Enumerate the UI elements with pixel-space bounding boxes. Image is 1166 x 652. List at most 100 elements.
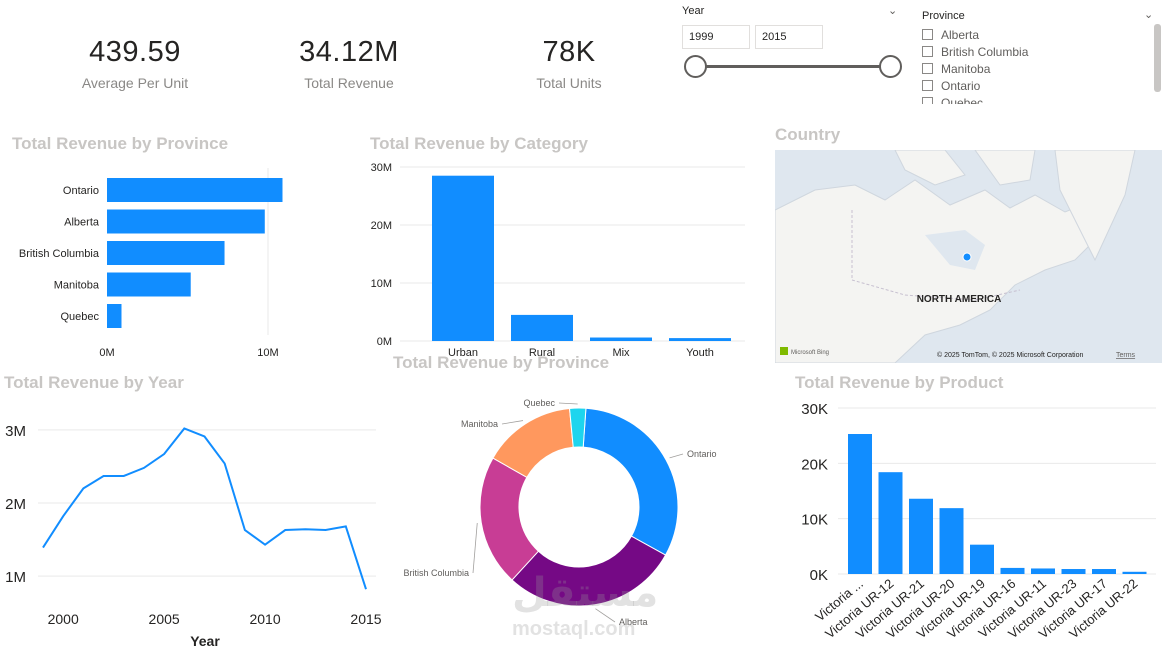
checkbox[interactable] [922, 97, 933, 104]
chevron-down-icon[interactable]: ⌄ [1144, 9, 1154, 21]
province-donut-chart: Ontario Alberta British Columbia Manitoba Qu… [403, 398, 716, 627]
kpi-value: 34.12M [299, 36, 399, 68]
bar [1092, 569, 1116, 574]
kpi-label: Average Per Unit [81, 75, 189, 91]
land-mass [775, 179, 1106, 363]
bar [107, 178, 283, 202]
kpi-average-per-unit: 439.59 Average Per Unit [35, 36, 235, 91]
tick-label: 3M [5, 423, 26, 440]
tick-label: 10K [801, 512, 828, 529]
bar [590, 337, 652, 341]
tick-label: 0M [99, 347, 114, 359]
tick-label: 0K [810, 567, 828, 584]
province-option-list: Alberta British Columbia Manitoba Ontari… [922, 26, 1028, 104]
bar [107, 272, 191, 297]
year-slider-start-handle[interactable] [684, 55, 707, 78]
checkbox[interactable] [922, 80, 933, 91]
map-data-point[interactable] [962, 252, 972, 262]
tick-label: 2005 [149, 611, 180, 627]
bar [970, 544, 994, 574]
slice-label: British Columbia [403, 568, 469, 578]
map-visual[interactable]: NORTH AMERICA Microsoft Bing © 2025 TomT… [775, 150, 1162, 363]
bar [1031, 568, 1055, 574]
bing-logo-icon [780, 347, 788, 355]
tick-label: 30M [371, 162, 392, 174]
year-from-input[interactable]: 1999 [682, 25, 750, 49]
category-label: Mix [612, 347, 630, 359]
watermark-latin: mostaql.com [512, 618, 636, 640]
bar [909, 498, 933, 574]
bar [432, 175, 494, 341]
kpi-value: 439.59 [89, 36, 181, 68]
category-label: Alberta [64, 217, 100, 229]
leader-line [669, 453, 684, 459]
year-slider-track[interactable] [695, 65, 891, 68]
map-brand: Microsoft Bing [791, 350, 829, 356]
kpi-value: 78K [542, 36, 596, 68]
bar [107, 304, 122, 328]
tick-label: 0M [377, 336, 392, 348]
tick-label: 2015 [350, 611, 381, 627]
bar [107, 241, 225, 265]
bar [669, 338, 731, 341]
year-slicer-title: Year [682, 5, 705, 17]
chart-title: Total Revenue by Category [370, 134, 588, 153]
watermark-arabic: مستقل [512, 570, 659, 616]
province-slicer-title: Province [922, 10, 965, 22]
leader-line [595, 608, 616, 623]
map-region-label: NORTH AMERICA [917, 294, 1002, 305]
year-to-input[interactable]: 2015 [755, 25, 823, 49]
province-option[interactable]: Quebec [922, 94, 1028, 104]
year-slicer: Year ⌄ 1999 2015 [682, 0, 904, 90]
bar [1000, 567, 1025, 574]
province-option[interactable]: Ontario [922, 77, 1028, 94]
year-line-chart: 1M 2M 3M 2000 2005 2010 2015 Year [5, 423, 382, 649]
chart-title: Total Revenue by Year [4, 373, 184, 392]
checkbox[interactable] [922, 29, 933, 40]
province-option[interactable]: Manitoba [922, 60, 1028, 77]
year-slider-end-handle[interactable] [879, 55, 902, 78]
tick-label: 2M [5, 496, 26, 513]
map-background: NORTH AMERICA Microsoft Bing © 2025 TomT… [775, 150, 1136, 363]
tick-label: 1M [5, 569, 26, 586]
map-copyright: © 2025 TomTom, © 2025 Microsoft Corporat… [937, 351, 1083, 359]
checkbox[interactable] [922, 46, 933, 57]
category-bar-chart: 0M 10M 20M 30M Urban Rural Mix Youth [371, 162, 745, 359]
donut-slice [511, 535, 667, 607]
category-label: Youth [686, 347, 714, 359]
checkbox[interactable] [922, 63, 933, 74]
bar [1122, 571, 1147, 574]
category-label: Urban [448, 347, 478, 359]
bar [848, 434, 872, 574]
arctic-island [894, 150, 966, 186]
category-label: Quebec [60, 311, 99, 323]
bar [939, 508, 964, 574]
border-line [851, 279, 1021, 301]
tick-label: 30K [801, 401, 828, 418]
greenland [1054, 150, 1136, 262]
chart-title: Total Revenue by Province [12, 134, 229, 153]
leader-line [558, 402, 578, 405]
arctic-island [974, 150, 1036, 186]
donut-slice [568, 407, 587, 448]
kpi-label: Total Revenue [304, 75, 394, 91]
slice-label: Alberta [619, 617, 648, 627]
category-label: Rural [529, 347, 555, 359]
map-terms-link[interactable]: Terms [1116, 352, 1136, 359]
slice-label: Quebec [523, 398, 555, 408]
axis-label: Year [190, 633, 220, 649]
kpi-total-revenue: 34.12M Total Revenue [249, 36, 449, 91]
province-bar-chart: Ontario Alberta British Columbia Manitoba Qu… [19, 168, 283, 359]
map-title: Country [775, 125, 841, 144]
bar [878, 472, 903, 574]
chevron-down-icon[interactable]: ⌄ [888, 5, 898, 17]
bar [511, 314, 573, 341]
province-option[interactable]: British Columbia [922, 43, 1028, 60]
tick-label: 10M [371, 278, 392, 290]
scrollbar[interactable] [1154, 24, 1161, 92]
kpi-label: Total Units [536, 75, 602, 91]
bar [107, 209, 265, 234]
leader-line [472, 522, 478, 574]
province-option[interactable]: Alberta [922, 26, 1028, 43]
